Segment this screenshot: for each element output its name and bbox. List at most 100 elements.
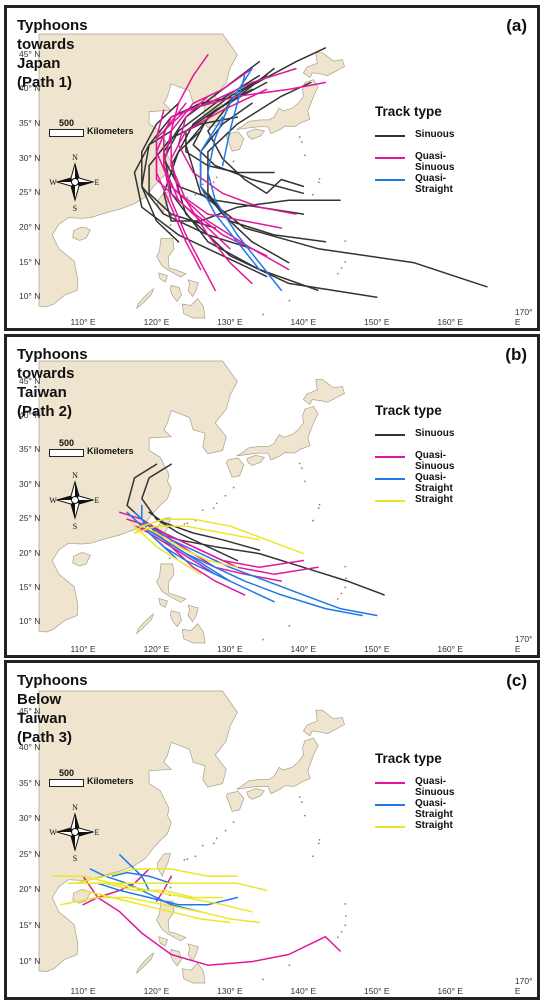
legend-label: Quasi-Sinuous — [415, 776, 455, 798]
islet — [201, 183, 204, 186]
landmass — [181, 298, 206, 319]
islet — [298, 462, 301, 465]
compass-point — [57, 178, 75, 182]
islet — [215, 837, 218, 840]
islet — [224, 829, 227, 832]
compass-center — [71, 496, 79, 504]
typhoon-track — [133, 525, 202, 575]
landmass — [187, 604, 199, 623]
legend-label: Quasi-Straight — [415, 472, 453, 494]
land-layer — [38, 33, 347, 319]
landmass — [302, 379, 345, 405]
panel-b: Typhoons towards Taiwan (Path 2) (b) Tra… — [4, 334, 540, 658]
islet — [288, 964, 291, 967]
lon-tick-label: 160° E — [437, 644, 464, 654]
lat-tick-label: 20° N — [19, 884, 41, 895]
land-layer — [38, 360, 347, 644]
compass-n: N — [72, 153, 78, 162]
landmass — [225, 791, 245, 812]
landmass — [225, 131, 245, 152]
compass-point — [57, 496, 75, 500]
islet — [303, 814, 306, 817]
legend-item-sinuous: Sinuous — [375, 428, 454, 450]
landmass — [135, 952, 155, 975]
islet — [183, 858, 186, 861]
typhoon-track — [74, 868, 239, 885]
landmass — [246, 128, 265, 140]
islet — [298, 136, 301, 139]
lon-tick-label: 150° E — [363, 644, 390, 654]
typhoon-track — [155, 109, 202, 271]
scale-unit: Kilometers — [87, 776, 134, 786]
compass-icon: N S W E — [49, 153, 100, 212]
islet — [312, 855, 314, 858]
landmass — [158, 272, 168, 283]
islet — [344, 903, 347, 905]
islet — [345, 577, 347, 580]
landmass — [156, 900, 187, 942]
legend: Track type Quasi-Sinuous Quasi-Straight … — [375, 751, 454, 842]
islet — [303, 154, 306, 157]
lat-tick-label: 45° N — [19, 706, 41, 717]
compass-point — [75, 832, 93, 836]
legend-swatch — [375, 804, 405, 806]
compass-e: E — [95, 178, 100, 187]
islet — [344, 240, 347, 243]
landmass — [302, 709, 345, 737]
islet — [224, 494, 227, 497]
typhoon-track — [141, 525, 239, 569]
compass-center — [71, 828, 79, 836]
islet — [336, 936, 339, 939]
landmass — [170, 284, 182, 302]
panel-label: (a) — [506, 16, 527, 35]
panel-label: (b) — [505, 345, 527, 364]
islet — [201, 509, 204, 512]
typhoon-track — [199, 116, 261, 271]
legend-label: Quasi-Straight — [415, 173, 453, 195]
islet — [340, 592, 343, 595]
landmass — [302, 52, 345, 79]
lon-tick-label: 110° E — [70, 986, 96, 996]
typhoon-track — [170, 74, 378, 298]
lat-tick-label: 10° N — [19, 616, 41, 627]
compass-n: N — [72, 471, 78, 480]
legend-swatch — [375, 782, 405, 784]
landmass — [187, 943, 199, 962]
islet — [300, 141, 303, 143]
typhoon-tracks — [133, 47, 488, 298]
legend-title: Track type — [375, 104, 442, 119]
landmass — [72, 552, 91, 567]
legend-label: Sinuous — [415, 129, 455, 140]
legend-item-quasi-sinuous: Quasi-Sinuous — [375, 151, 454, 173]
islet — [318, 177, 321, 180]
landmass — [158, 597, 168, 608]
islet — [318, 838, 321, 841]
lat-tick-label: 30° N — [19, 478, 41, 489]
islet — [168, 557, 171, 560]
legend-item-sinuous: Sinuous — [375, 129, 454, 151]
lat-tick-label: 45° N — [19, 375, 41, 386]
typhoon-track — [82, 889, 231, 924]
lon-tick-label: 120° E — [143, 644, 170, 654]
landmass — [236, 79, 319, 135]
lat-tick-label: 10° N — [19, 955, 41, 966]
typhoon-track — [126, 511, 231, 582]
compass-point — [75, 164, 79, 182]
panel-a: Typhoons towards Japan (Path 1) (a) Trac… — [4, 5, 540, 331]
islet — [170, 214, 173, 217]
scale-unit: Kilometers — [87, 126, 134, 136]
lat-tick-label: 40° N — [19, 410, 41, 421]
islet — [232, 160, 235, 163]
typhoon-track — [163, 102, 231, 250]
compass-w: W — [49, 828, 57, 837]
legend-swatch — [375, 179, 405, 181]
typhoon-track — [82, 875, 341, 966]
islet — [183, 523, 186, 525]
lat-tick-label: 40° N — [19, 83, 41, 94]
legend-item-straight: Straight — [375, 494, 453, 516]
typhoon-track — [148, 511, 261, 551]
islet — [317, 181, 320, 184]
map-canvas — [38, 690, 347, 984]
compass-point — [71, 182, 75, 200]
compass-point — [75, 814, 79, 832]
